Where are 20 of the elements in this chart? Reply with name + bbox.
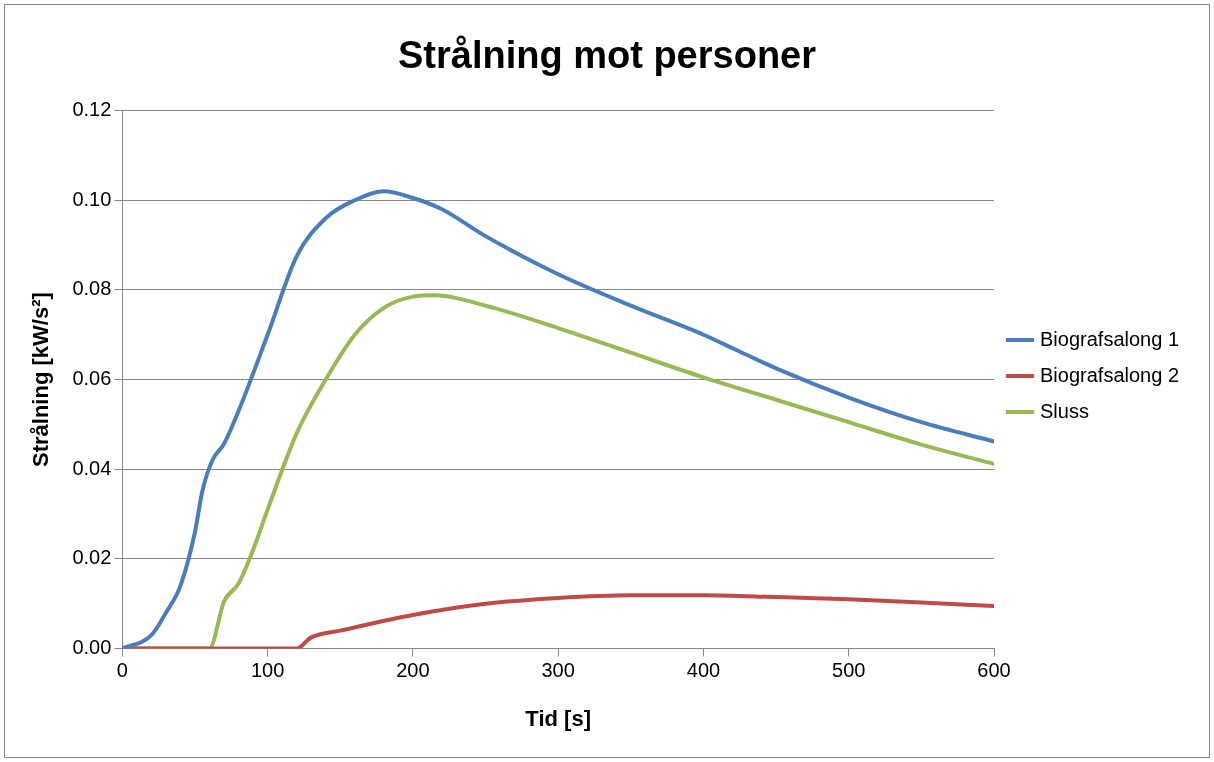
y-tick-label: 0.00 <box>72 636 112 659</box>
y-tick-label: 0.12 <box>72 98 112 121</box>
x-tick-label: 500 <box>832 659 866 682</box>
y-tick-label: 0.10 <box>72 187 112 210</box>
y-tick-label: 0.06 <box>72 367 112 390</box>
x-axis-title: Tid [s] <box>525 705 591 731</box>
chart-title: Strålning mot personer <box>397 34 817 77</box>
x-tick-label: 200 <box>396 659 430 682</box>
x-tick-label: 300 <box>541 659 575 682</box>
y-tick-label: 0.02 <box>72 546 112 569</box>
legend-label: Sluss <box>1040 399 1089 422</box>
x-tick-label: 0 <box>116 659 128 682</box>
legend-label: Biografsalong 1 <box>1040 327 1179 350</box>
x-tick-label: 600 <box>977 659 1011 682</box>
x-tick-label: 100 <box>250 659 285 682</box>
x-tick-label: 400 <box>686 659 721 682</box>
y-tick-label: 0.08 <box>72 277 112 300</box>
y-tick-label: 0.04 <box>72 456 112 479</box>
legend-label: Biografsalong 2 <box>1040 363 1179 386</box>
y-axis-title: Strålning [kW/s²] <box>28 292 54 467</box>
